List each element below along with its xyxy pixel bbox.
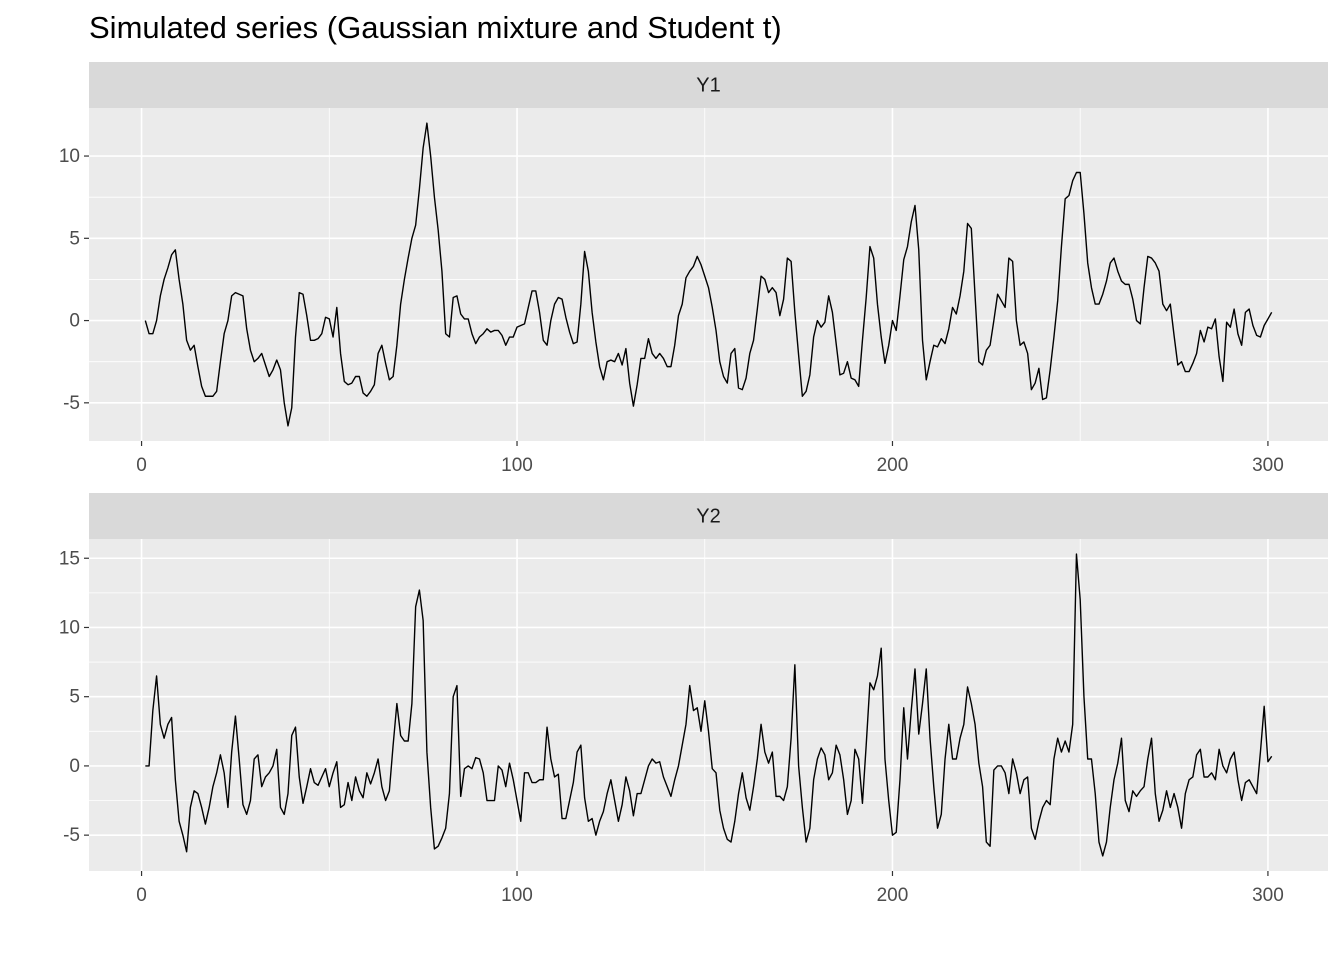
x-tick-label: 0 bbox=[136, 455, 147, 476]
y-tick-label: 10 bbox=[59, 146, 80, 167]
y-tick-label: -5 bbox=[63, 393, 80, 414]
x-tick-label: 300 bbox=[1252, 885, 1284, 906]
y-tick-label: 0 bbox=[69, 311, 80, 332]
panel-background bbox=[89, 108, 1328, 441]
x-tick-label: 300 bbox=[1252, 455, 1284, 476]
strip-label: Y2 bbox=[696, 505, 720, 527]
x-tick-label: 200 bbox=[877, 455, 909, 476]
chart-title: Simulated series (Gaussian mixture and S… bbox=[89, 10, 782, 45]
series-line bbox=[144, 122, 1273, 427]
y-tick-label: -5 bbox=[63, 825, 80, 846]
x-tick-label: 200 bbox=[877, 885, 909, 906]
y-tick-label: 15 bbox=[59, 548, 80, 569]
x-tick-label: 100 bbox=[501, 885, 533, 906]
y-tick-label: 0 bbox=[69, 756, 80, 777]
strip-background bbox=[89, 62, 1328, 108]
y-tick-label: 10 bbox=[59, 617, 80, 638]
x-tick-label: 100 bbox=[501, 455, 533, 476]
strip-background bbox=[89, 493, 1328, 539]
strip-label: Y1 bbox=[696, 74, 720, 96]
series-line bbox=[145, 553, 1273, 857]
x-tick-label: 0 bbox=[136, 885, 147, 906]
panel-background bbox=[89, 539, 1328, 871]
y-tick-label: 5 bbox=[69, 228, 80, 249]
y-tick-label: 5 bbox=[69, 687, 80, 708]
